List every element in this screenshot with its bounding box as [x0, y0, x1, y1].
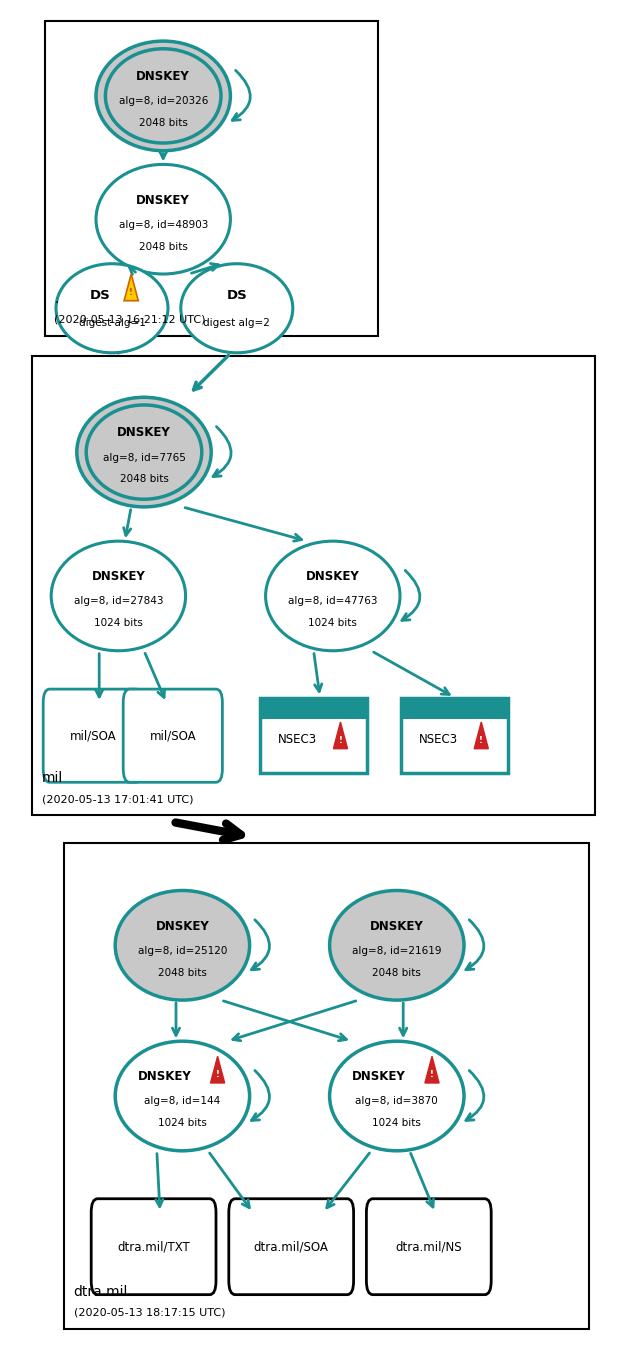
- Polygon shape: [474, 722, 488, 748]
- Ellipse shape: [51, 541, 186, 651]
- Ellipse shape: [96, 41, 230, 151]
- Ellipse shape: [266, 541, 400, 651]
- Text: !: !: [339, 736, 342, 745]
- Text: 1024 bits: 1024 bits: [372, 1118, 421, 1129]
- Text: DNSKEY: DNSKEY: [92, 570, 145, 584]
- Text: DNSKEY: DNSKEY: [136, 70, 190, 84]
- Ellipse shape: [330, 1041, 464, 1151]
- FancyBboxPatch shape: [366, 1199, 492, 1295]
- Text: dtra.mil/TXT: dtra.mil/TXT: [117, 1240, 190, 1254]
- Text: digest alg=2: digest alg=2: [204, 318, 270, 329]
- FancyBboxPatch shape: [260, 699, 367, 719]
- Text: 2048 bits: 2048 bits: [372, 967, 421, 978]
- Text: 1024 bits: 1024 bits: [308, 618, 357, 629]
- Text: dtra.mil/NS: dtra.mil/NS: [396, 1240, 462, 1254]
- Text: alg=8, id=47763: alg=8, id=47763: [288, 596, 378, 607]
- Ellipse shape: [77, 397, 211, 507]
- Ellipse shape: [96, 164, 230, 274]
- Text: !: !: [129, 288, 133, 297]
- Text: mil/SOA: mil/SOA: [70, 729, 116, 743]
- Polygon shape: [211, 1056, 225, 1082]
- Text: DS: DS: [227, 289, 247, 303]
- Text: mil: mil: [42, 771, 63, 785]
- Text: 2048 bits: 2048 bits: [139, 241, 188, 252]
- Text: dtra.mil/SOA: dtra.mil/SOA: [254, 1240, 328, 1254]
- Text: DNSKEY: DNSKEY: [306, 570, 360, 584]
- Text: 2048 bits: 2048 bits: [139, 118, 188, 129]
- FancyBboxPatch shape: [32, 356, 595, 815]
- Text: (2020-05-13 18:17:15 UTC): (2020-05-13 18:17:15 UTC): [74, 1308, 225, 1318]
- Text: .: .: [54, 292, 59, 306]
- Ellipse shape: [115, 1041, 250, 1151]
- Ellipse shape: [115, 890, 250, 1000]
- Text: alg=8, id=48903: alg=8, id=48903: [118, 219, 208, 230]
- Text: DS: DS: [90, 289, 111, 303]
- Text: !: !: [216, 1070, 220, 1080]
- Text: alg=8, id=144: alg=8, id=144: [144, 1096, 221, 1107]
- Text: 2048 bits: 2048 bits: [158, 967, 207, 978]
- Text: (2020-05-13 17:01:41 UTC): (2020-05-13 17:01:41 UTC): [42, 795, 193, 804]
- Ellipse shape: [56, 263, 168, 353]
- Text: NSEC3: NSEC3: [419, 733, 458, 747]
- Text: 1024 bits: 1024 bits: [94, 618, 143, 629]
- Text: 2048 bits: 2048 bits: [120, 474, 168, 485]
- Text: DNSKEY: DNSKEY: [156, 919, 209, 933]
- Polygon shape: [333, 722, 348, 748]
- Text: alg=8, id=27843: alg=8, id=27843: [74, 596, 163, 607]
- Text: dtra.mil: dtra.mil: [74, 1285, 128, 1299]
- Text: mil/SOA: mil/SOA: [150, 729, 196, 743]
- Text: DNSKEY: DNSKEY: [136, 193, 190, 207]
- Text: DNSKEY: DNSKEY: [117, 426, 171, 440]
- Ellipse shape: [106, 49, 221, 142]
- FancyBboxPatch shape: [229, 1199, 354, 1295]
- FancyBboxPatch shape: [43, 689, 142, 782]
- Ellipse shape: [181, 263, 293, 353]
- Text: DNSKEY: DNSKEY: [352, 1070, 406, 1084]
- Text: digest alg=1: digest alg=1: [79, 318, 145, 329]
- Text: alg=8, id=21619: alg=8, id=21619: [352, 945, 442, 956]
- FancyBboxPatch shape: [123, 689, 223, 782]
- FancyBboxPatch shape: [64, 843, 589, 1329]
- FancyBboxPatch shape: [401, 699, 508, 719]
- FancyBboxPatch shape: [260, 699, 367, 773]
- Text: DNSKEY: DNSKEY: [370, 919, 424, 933]
- Text: !: !: [479, 736, 483, 745]
- Text: 1024 bits: 1024 bits: [158, 1118, 207, 1129]
- Ellipse shape: [330, 890, 464, 1000]
- Text: DNSKEY: DNSKEY: [138, 1070, 191, 1084]
- FancyBboxPatch shape: [45, 21, 378, 336]
- Ellipse shape: [86, 406, 202, 499]
- Polygon shape: [124, 274, 138, 301]
- Polygon shape: [425, 1056, 439, 1082]
- Text: alg=8, id=3870: alg=8, id=3870: [355, 1096, 438, 1107]
- FancyBboxPatch shape: [401, 699, 508, 773]
- Text: (2020-05-13 16:21:12 UTC): (2020-05-13 16:21:12 UTC): [54, 315, 206, 325]
- Text: alg=8, id=7765: alg=8, id=7765: [102, 452, 186, 463]
- Text: NSEC3: NSEC3: [278, 733, 317, 747]
- Text: !: !: [430, 1070, 434, 1080]
- FancyBboxPatch shape: [91, 1199, 216, 1295]
- Text: alg=8, id=20326: alg=8, id=20326: [118, 96, 208, 107]
- Text: alg=8, id=25120: alg=8, id=25120: [138, 945, 227, 956]
